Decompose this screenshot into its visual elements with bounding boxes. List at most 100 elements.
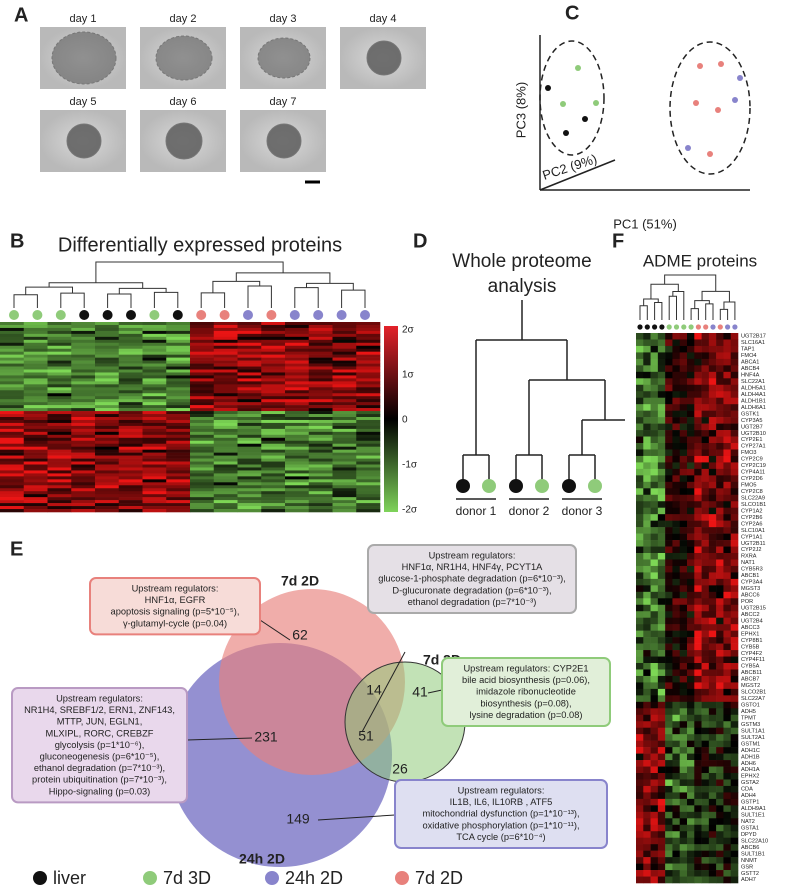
heatmap-cell xyxy=(708,818,717,826)
heatmap-cell xyxy=(687,785,695,793)
heatmap-cell xyxy=(95,467,120,471)
heatmap-cell xyxy=(285,333,310,338)
heatmap-cell xyxy=(71,384,96,388)
heatmap-cell xyxy=(657,546,666,554)
heatmap-cell xyxy=(142,491,167,495)
heatmap-cell xyxy=(166,360,191,364)
heatmap-cell xyxy=(665,468,673,476)
heatmap-cell xyxy=(237,437,262,442)
heatmap-cell xyxy=(723,423,732,431)
heatmap-cell xyxy=(356,357,381,361)
heatmap-cell xyxy=(237,509,262,513)
heatmap-cell xyxy=(730,339,739,347)
heatmap-cell xyxy=(166,482,191,486)
heatmap-cell xyxy=(694,404,702,411)
heatmap-cell xyxy=(285,366,310,370)
heatmap-cell xyxy=(643,501,651,509)
heatmap-cell xyxy=(643,824,651,832)
heatmap-cell xyxy=(47,506,72,510)
heatmap-cell xyxy=(672,656,681,664)
heatmap-cell xyxy=(118,506,143,510)
heatmap-cell xyxy=(213,324,238,329)
heatmap-cell xyxy=(47,411,72,415)
heatmap-cell xyxy=(672,358,681,366)
heatmap-cell xyxy=(708,591,717,599)
heatmap-cell xyxy=(166,485,191,489)
dendrogram xyxy=(515,454,543,480)
heatmap-cell xyxy=(701,598,710,606)
heatmap-cell xyxy=(47,494,72,498)
heatmap-cell xyxy=(166,372,191,376)
heatmap-cell xyxy=(643,559,651,567)
heatmap-cell xyxy=(118,414,143,418)
heatmap-cell xyxy=(730,792,739,800)
heatmap-cell xyxy=(71,488,96,492)
heatmap-cell xyxy=(142,357,167,361)
heatmap-cell xyxy=(679,805,688,813)
heatmap-cell xyxy=(650,345,659,353)
heatmap-cell xyxy=(643,410,651,418)
heatmap-cell xyxy=(643,468,651,476)
heatmap-cell xyxy=(730,546,739,554)
heatmap-cell xyxy=(650,358,659,366)
heatmap-cell xyxy=(0,399,25,403)
day-label: day 5 xyxy=(70,96,97,108)
heatmap-cell xyxy=(679,345,688,353)
heatmap-cell xyxy=(237,488,262,492)
heatmap-cell xyxy=(716,701,724,709)
gene-label: MGST3 xyxy=(741,586,760,592)
heatmap-cell xyxy=(213,378,238,382)
heatmap-cell xyxy=(650,494,659,502)
heatmap-cell xyxy=(665,831,673,839)
heatmap-cell xyxy=(687,857,695,864)
heatmap-cell xyxy=(95,491,120,495)
heatmap-cell xyxy=(118,473,143,477)
heatmap-cell xyxy=(47,425,72,430)
heatmap-cell xyxy=(95,446,120,450)
heatmap-cell xyxy=(650,850,659,858)
heatmap-cell xyxy=(356,458,381,462)
heatmap-cell xyxy=(308,372,333,376)
heatmap-cell xyxy=(0,381,25,385)
heatmap-cell xyxy=(190,339,215,344)
heatmap-cell xyxy=(47,437,72,442)
heatmap-cell xyxy=(650,727,659,735)
heatmap-cell xyxy=(636,831,644,839)
heatmap-cell xyxy=(650,449,659,457)
heatmap-cell xyxy=(636,701,644,709)
heatmap-cell xyxy=(708,339,717,347)
heatmap-cell xyxy=(213,467,238,471)
dendrogram xyxy=(462,454,490,480)
heatmap-cell xyxy=(694,345,702,353)
heatmap-cell xyxy=(142,366,167,370)
heatmap-cell xyxy=(708,559,717,567)
heatmap-cell xyxy=(716,675,724,683)
heatmap-cell xyxy=(730,514,739,521)
heatmap-cell xyxy=(643,352,651,360)
panel-letter: C xyxy=(565,2,579,24)
heatmap-cell xyxy=(308,425,333,430)
heatmap-cell xyxy=(687,721,695,729)
heatmap-cell xyxy=(716,333,724,340)
heatmap-cell xyxy=(142,324,167,329)
heatmap-cell xyxy=(672,643,681,651)
heatmap-cell xyxy=(308,473,333,477)
heatmap-cell xyxy=(716,423,724,431)
heatmap-cell xyxy=(687,553,695,560)
heatmap-cell xyxy=(71,464,96,468)
heatmap-cell xyxy=(701,766,710,774)
heatmap-cell xyxy=(723,792,732,800)
heatmap-cell xyxy=(636,410,644,418)
heatmap-cell xyxy=(308,431,333,436)
heatmap-cell xyxy=(723,811,732,819)
heatmap-cell xyxy=(213,366,238,370)
heatmap-cell xyxy=(679,766,688,774)
heatmap-cell xyxy=(190,330,215,335)
heatmap-cell xyxy=(701,844,710,851)
heatmap-cell xyxy=(142,455,167,459)
heatmap-cell xyxy=(0,461,25,465)
heatmap-cell xyxy=(679,701,688,709)
heatmap-cell xyxy=(723,501,732,509)
heatmap-cell xyxy=(47,431,72,436)
heatmap-cell xyxy=(694,630,702,638)
